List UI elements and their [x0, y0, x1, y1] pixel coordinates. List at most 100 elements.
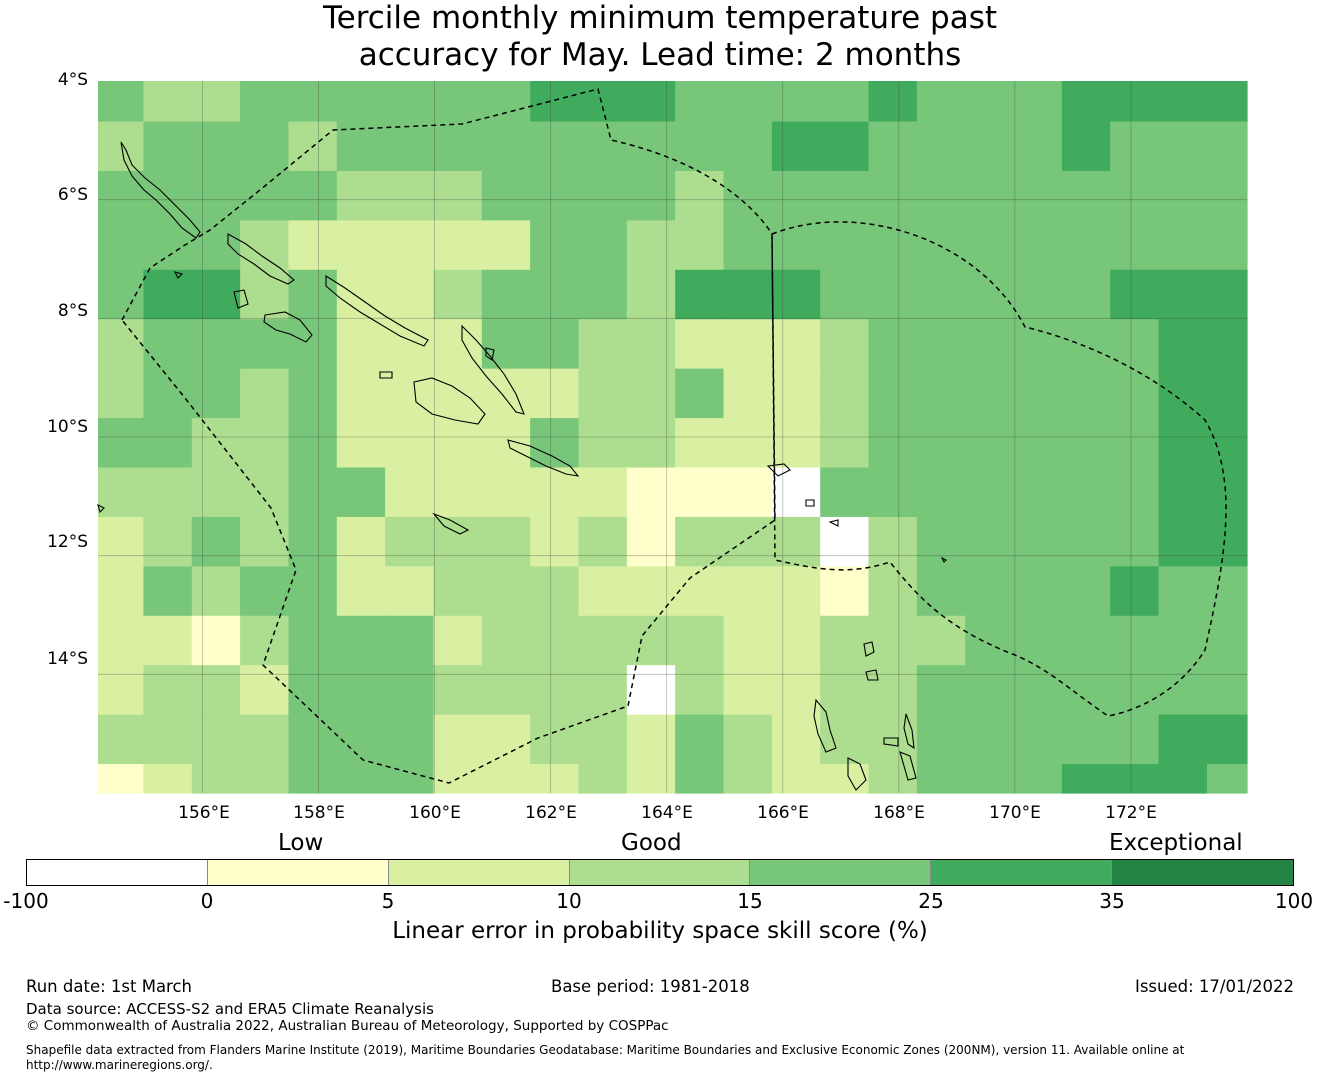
graticule: [98, 81, 1247, 793]
malakula-island: [847, 757, 867, 791]
tuvalu-eez: [771, 221, 1227, 717]
lat-label-12s: 12°S: [47, 532, 88, 552]
skill-cell: [771, 81, 821, 123]
skill-cell: [433, 121, 483, 172]
skill-cell: [385, 615, 435, 666]
tick-neg100: -100: [3, 889, 49, 913]
skill-cell: [916, 418, 966, 469]
skill-cell: [240, 615, 290, 666]
skill-cell: [433, 368, 483, 419]
eez-boundaries: [121, 88, 1227, 784]
skill-cell: [143, 269, 193, 320]
skill-cell: [385, 170, 435, 221]
skill-cell: [723, 665, 773, 716]
skill-cell: [143, 516, 193, 567]
skill-cell: [143, 714, 193, 765]
skill-cell: [916, 764, 966, 794]
skill-cell: [98, 269, 145, 320]
base-period: Base period: 1981-2018: [551, 977, 750, 996]
skill-cell: [336, 418, 386, 469]
skill-cell: [143, 121, 193, 172]
skill-cell: [1206, 81, 1248, 123]
skill-cell: [240, 319, 290, 370]
skill-cell: [1206, 121, 1248, 172]
skill-cell: [1158, 121, 1208, 172]
skill-cell: [1206, 170, 1248, 221]
data-source: Data source: ACCESS-S2 and ERA5 Climate …: [26, 1000, 434, 1018]
skill-cell: [1061, 81, 1111, 123]
skill-cell: [1110, 516, 1160, 567]
skill-cell: [385, 319, 435, 370]
skill-cell: [868, 121, 918, 172]
skill-cell: [1061, 615, 1111, 666]
skill-cell: [481, 418, 531, 469]
skill-cell: [675, 615, 725, 666]
skill-cell: [916, 516, 966, 567]
skill-cell: [771, 269, 821, 320]
skill-cell: [723, 516, 773, 567]
skill-cell: [240, 121, 290, 172]
skill-cell: [965, 81, 1015, 123]
skill-cell: [578, 764, 628, 794]
skill-cell: [385, 764, 435, 794]
title-line-2: accuracy for May. Lead time: 2 months: [358, 37, 962, 73]
skill-cell: [1013, 220, 1063, 271]
skill-cell: [240, 714, 290, 765]
skill-cell: [288, 566, 338, 617]
shapefile-credit: Shapefile data extracted from Flanders M…: [26, 1043, 1185, 1072]
skill-cell: [191, 418, 241, 469]
skill-cell: [868, 665, 918, 716]
skill-cell: [965, 170, 1015, 221]
skill-cell: [481, 170, 531, 221]
skill-cell: [191, 764, 241, 794]
skill-cell: [626, 220, 676, 271]
skill-cell: [240, 516, 290, 567]
skill-cell: [530, 319, 580, 370]
skill-cell: [1158, 467, 1208, 518]
skill-cell: [820, 220, 870, 271]
skill-cell: [1158, 269, 1208, 320]
skill-cell: [288, 714, 338, 765]
tikopia-island: [940, 556, 947, 563]
skill-cell: [1013, 764, 1063, 794]
skill-cell: [481, 516, 531, 567]
skill-cell: [626, 269, 676, 320]
skill-cell: [578, 714, 628, 765]
skill-cell: [771, 615, 821, 666]
lat-label-8s: 8°S: [57, 301, 88, 321]
shortland-island: [173, 271, 184, 279]
skill-cell: [771, 418, 821, 469]
skill-cell: [1158, 516, 1208, 567]
skill-cell: [288, 319, 338, 370]
skill-cell: [916, 319, 966, 370]
skill-cell: [336, 467, 386, 518]
title-line-1: Tercile monthly minimum temperature past: [322, 0, 998, 36]
espiritu-santo-island: [813, 698, 837, 753]
map-title: Tercile monthly minimum temperature past…: [0, 0, 1320, 74]
tick-25: 25: [918, 889, 944, 913]
skill-cell: [98, 467, 145, 518]
skill-cell: [916, 368, 966, 419]
skill-cell: [820, 121, 870, 172]
lon-label-158e: 158°E: [293, 803, 345, 823]
skill-cell: [288, 516, 338, 567]
skill-cell: [578, 170, 628, 221]
solomon-islands-eez: [121, 88, 776, 784]
skill-cell: [723, 615, 773, 666]
skill-cell: [530, 170, 580, 221]
skill-cell: [1206, 665, 1248, 716]
skill-cell: [578, 467, 628, 518]
skill-cell: [481, 319, 531, 370]
skill-cell: [626, 418, 676, 469]
skill-cell: [916, 467, 966, 518]
skill-cell: [191, 714, 241, 765]
skill-cell: [240, 566, 290, 617]
skill-cell: [1110, 714, 1160, 765]
treasury-island: [97, 503, 105, 514]
skill-cell: [723, 418, 773, 469]
skill-cell: [868, 368, 918, 419]
skill-cell: [916, 615, 966, 666]
skill-cell: [771, 170, 821, 221]
issued-date: Issued: 17/01/2022: [1134, 977, 1294, 996]
skill-cell: [240, 764, 290, 794]
